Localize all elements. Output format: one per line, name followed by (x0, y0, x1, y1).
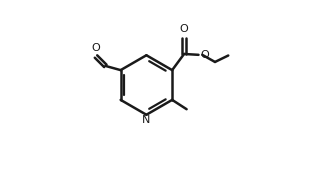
Text: N: N (142, 115, 151, 124)
Text: O: O (92, 43, 100, 53)
Text: O: O (201, 50, 210, 60)
Text: O: O (180, 24, 188, 34)
